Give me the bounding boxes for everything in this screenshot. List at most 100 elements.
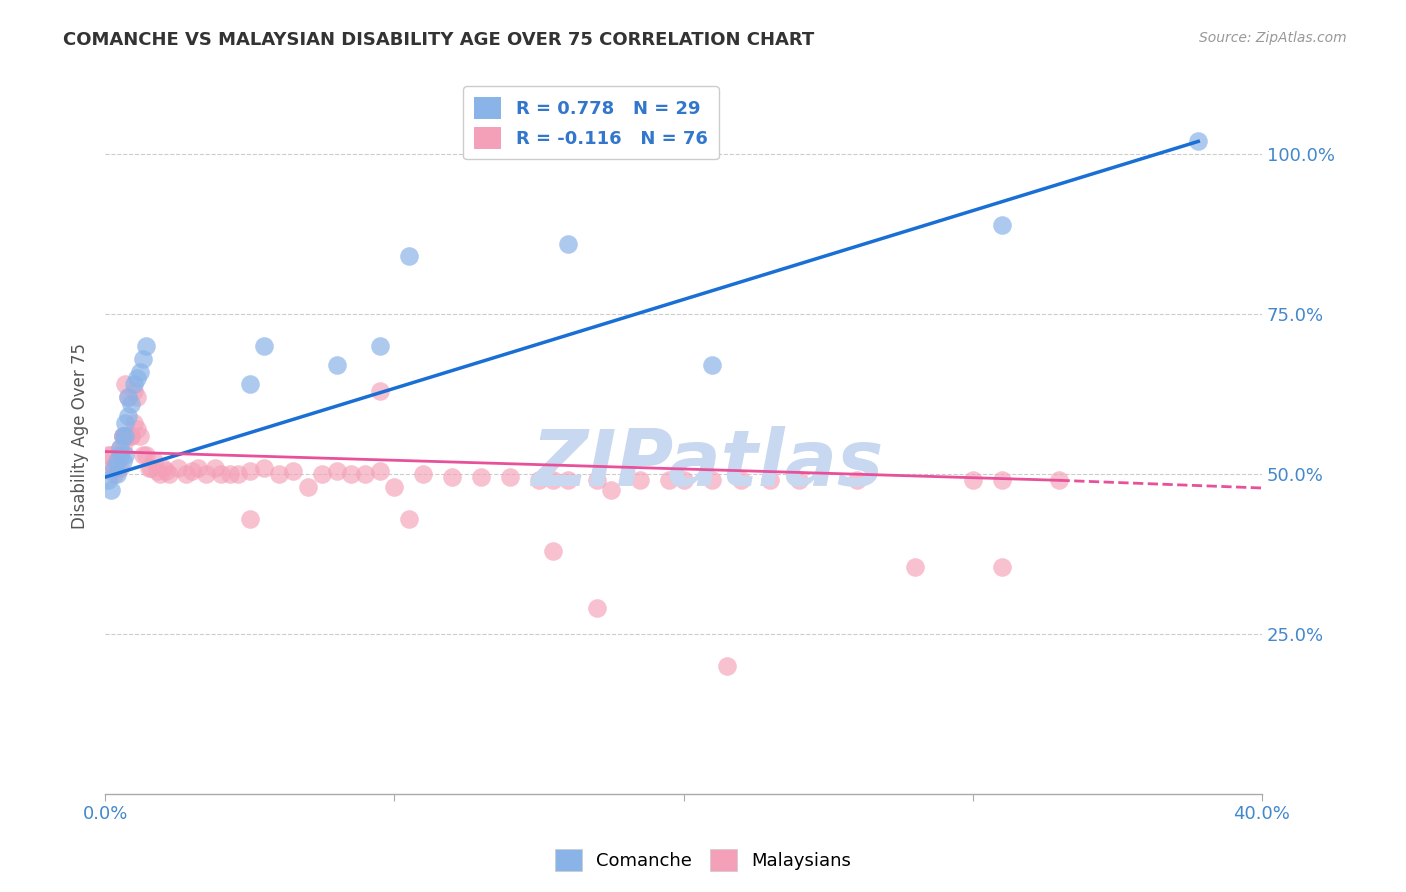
Text: Source: ZipAtlas.com: Source: ZipAtlas.com (1199, 31, 1347, 45)
Legend: R = 0.778   N = 29, R = -0.116   N = 76: R = 0.778 N = 29, R = -0.116 N = 76 (464, 87, 718, 160)
Point (340, 467, 363, 481)
Point (111, 454, 134, 468)
Point (204, 460, 226, 475)
Point (702, 358, 724, 372)
Point (187, 460, 209, 475)
Point (122, 416, 145, 430)
Point (114, 428, 136, 442)
Point (1049, 473, 1071, 487)
Point (157, 467, 180, 481)
Point (209, 467, 232, 481)
Point (103, 460, 125, 475)
Point (297, 480, 319, 494)
Point (412, 467, 434, 481)
Point (100, 483, 122, 497)
Point (117, 428, 139, 442)
Point (702, 473, 724, 487)
Point (543, 543, 565, 558)
Point (117, 409, 139, 424)
Text: COMANCHE VS MALAYSIAN DISABILITY AGE OVER 75 CORRELATION CHART: COMANCHE VS MALAYSIAN DISABILITY AGE OVE… (63, 31, 814, 49)
Point (114, 416, 136, 430)
Point (527, 473, 550, 487)
Point (904, 559, 927, 574)
Point (114, 428, 136, 442)
Point (325, 464, 347, 478)
Point (103, 467, 125, 481)
Point (195, 467, 218, 481)
Point (105, 460, 128, 475)
Point (672, 473, 695, 487)
Point (97, 448, 120, 462)
Point (125, 390, 148, 404)
Point (253, 339, 276, 353)
Point (325, 358, 347, 372)
Point (543, 473, 565, 487)
Point (125, 422, 148, 436)
Point (100, 460, 122, 475)
Point (129, 428, 152, 442)
Point (557, 473, 579, 487)
Point (253, 460, 276, 475)
Text: ZIPatlas: ZIPatlas (530, 426, 883, 502)
Point (368, 339, 391, 353)
Y-axis label: Disability Age Over 75: Disability Age Over 75 (72, 343, 89, 529)
Point (759, 473, 782, 487)
Point (716, 658, 738, 673)
Point (384, 480, 406, 494)
Point (143, 454, 166, 468)
Point (239, 377, 262, 392)
Point (105, 454, 128, 468)
Point (146, 464, 169, 478)
Point (557, 236, 579, 251)
Point (174, 467, 197, 481)
Point (132, 351, 155, 366)
Point (111, 428, 134, 442)
Point (398, 511, 420, 525)
Point (108, 448, 131, 462)
Point (311, 467, 333, 481)
Point (125, 371, 148, 385)
Point (846, 473, 869, 487)
Legend: Comanche, Malaysians: Comanche, Malaysians (547, 842, 859, 879)
Point (105, 467, 128, 481)
Point (600, 483, 623, 497)
Point (658, 473, 681, 487)
Point (441, 470, 464, 484)
Point (108, 442, 131, 456)
Point (117, 390, 139, 404)
Point (628, 473, 651, 487)
Point (499, 470, 522, 484)
Point (283, 464, 305, 478)
Point (218, 467, 240, 481)
Point (990, 559, 1012, 574)
Point (398, 250, 420, 264)
Point (111, 442, 134, 456)
Point (787, 473, 810, 487)
Point (114, 448, 136, 462)
Point (470, 470, 492, 484)
Point (267, 467, 290, 481)
Point (990, 473, 1012, 487)
Point (103, 460, 125, 475)
Point (239, 464, 262, 478)
Point (108, 460, 131, 475)
Point (141, 460, 163, 475)
Point (120, 396, 142, 410)
Point (108, 448, 131, 462)
Point (155, 464, 177, 478)
Point (108, 442, 131, 456)
Point (166, 460, 188, 475)
Point (138, 460, 160, 475)
Point (962, 473, 984, 487)
Point (122, 377, 145, 392)
Point (226, 467, 249, 481)
Point (152, 460, 174, 475)
Point (105, 454, 128, 468)
Point (132, 448, 155, 462)
Point (368, 384, 391, 398)
Point (368, 464, 391, 478)
Point (120, 428, 142, 442)
Point (111, 428, 134, 442)
Point (100, 448, 122, 462)
Point (1187, 135, 1209, 149)
